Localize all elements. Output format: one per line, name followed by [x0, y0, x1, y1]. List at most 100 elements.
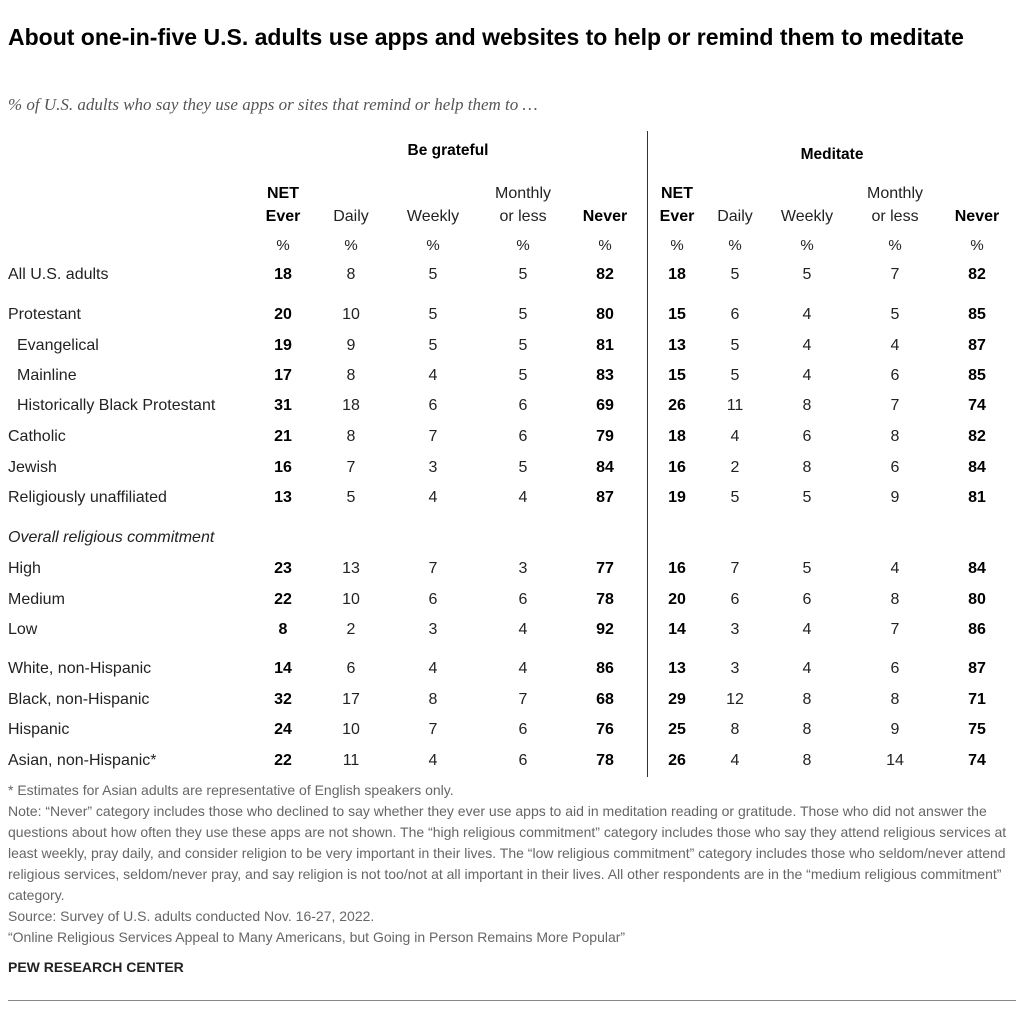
column-header-line: NET	[267, 185, 299, 202]
column-header-grateful-2: Weekly	[388, 205, 478, 228]
row-label: Mainline	[17, 367, 77, 384]
table-cell: 4	[802, 367, 812, 384]
table-cell: 8	[890, 428, 900, 445]
table-cell: 7	[428, 560, 438, 577]
column-header-line: Daily	[333, 208, 369, 225]
table-cell: 69	[596, 397, 614, 414]
table-cell: 4	[518, 660, 528, 677]
table-cell: 74	[968, 752, 986, 769]
table-cell: 8	[802, 397, 812, 414]
row-label: Evangelical	[17, 337, 99, 354]
table-cell: 76	[596, 721, 614, 738]
table-cell: 86	[968, 621, 986, 638]
table-cell: 5	[730, 337, 740, 354]
table-cell: 82	[968, 266, 986, 283]
table-cell: 13	[668, 660, 686, 677]
row-label: Asian, non-Hispanic*	[8, 752, 157, 769]
group-header-be-grateful: Be grateful	[407, 142, 489, 159]
table-cell: 13	[274, 489, 292, 506]
group-header-meditate: Meditate	[800, 146, 864, 163]
table-cell: 3	[428, 621, 438, 638]
table-cell: 25	[668, 721, 686, 738]
column-header-line: Weekly	[780, 208, 834, 225]
table-cell: 19	[668, 489, 686, 506]
table-cell: 78	[596, 591, 614, 608]
table-cell: 17	[274, 367, 292, 384]
column-header-line: Monthly	[494, 185, 552, 202]
table-cell: 5	[518, 337, 528, 354]
table-cell: 14	[274, 660, 292, 677]
table-cell: 8	[278, 621, 288, 638]
percent-unit-label: %	[800, 237, 814, 254]
table-cell: 77	[596, 560, 614, 577]
row-label: Religiously unaffiliated	[8, 489, 167, 506]
table-cell: 13	[668, 337, 686, 354]
table-cell: 22	[274, 591, 292, 608]
column-header-line: NET	[661, 185, 693, 202]
column-header-grateful-0: NET Ever	[238, 182, 328, 228]
table-cell: 82	[596, 266, 614, 283]
table-cell: 4	[518, 489, 528, 506]
table-cell: 86	[596, 660, 614, 677]
table-cell: 7	[428, 428, 438, 445]
table-cell: 80	[596, 306, 614, 323]
percent-unit-label: %	[888, 237, 902, 254]
table-cell: 8	[802, 721, 812, 738]
table-cell: 18	[274, 266, 292, 283]
table-cell: 32	[274, 691, 292, 708]
table-cell: 6	[346, 660, 356, 677]
column-header-grateful-1: Daily	[306, 205, 396, 228]
percent-unit-label: %	[276, 237, 290, 254]
table-cell: 87	[968, 660, 986, 677]
table-cell: 5	[428, 306, 438, 323]
column-header-meditate-1: Daily	[690, 205, 780, 228]
table-cell: 87	[596, 489, 614, 506]
row-label: Protestant	[8, 306, 81, 323]
column-header-meditate-4: Never	[932, 205, 1022, 228]
table-cell: 9	[346, 337, 356, 354]
table-cell: 84	[968, 459, 986, 476]
table-cell: 11	[342, 752, 360, 769]
table-cell: 8	[346, 367, 356, 384]
row-label: Overall religious commitment	[8, 529, 215, 546]
table-cell: 4	[802, 621, 812, 638]
table-cell: 4	[890, 560, 900, 577]
table-cell: 4	[890, 337, 900, 354]
table-cell: 4	[802, 337, 812, 354]
table-cell: 7	[730, 560, 740, 577]
table-cell: 68	[596, 691, 614, 708]
table-cell: 18	[668, 266, 686, 283]
table-cell: 5	[802, 489, 812, 506]
table-cell: 85	[968, 367, 986, 384]
table-cell: 4	[518, 621, 528, 638]
percent-unit-label: %	[516, 237, 530, 254]
table-cell: 20	[274, 306, 292, 323]
table-cell: 5	[802, 266, 812, 283]
table-cell: 29	[668, 691, 686, 708]
table-cell: 5	[428, 337, 438, 354]
table-cell: 6	[518, 428, 528, 445]
table-cell: 5	[730, 489, 740, 506]
table-cell: 13	[342, 560, 360, 577]
table-cell: 92	[596, 621, 614, 638]
report-title: “Online Religious Services Appeal to Man…	[8, 929, 626, 945]
table-cell: 14	[668, 621, 686, 638]
percent-unit-label: %	[598, 237, 612, 254]
column-header-line: or less	[499, 208, 547, 225]
column-header-line: Monthly	[866, 185, 924, 202]
table-cell: 24	[274, 721, 292, 738]
table-cell: 5	[346, 489, 356, 506]
table-cell: 14	[886, 752, 904, 769]
table-cell: 15	[668, 367, 686, 384]
table-cell: 4	[802, 306, 812, 323]
column-header-line: Never	[582, 208, 628, 225]
table-cell: 7	[346, 459, 356, 476]
table-cell: 3	[518, 560, 528, 577]
table-cell: 18	[342, 397, 360, 414]
table-cell: 7	[890, 621, 900, 638]
table-cell: 5	[518, 459, 528, 476]
table-cell: 19	[274, 337, 292, 354]
column-header-line: Weekly	[406, 208, 460, 225]
table-cell: 5	[428, 266, 438, 283]
table-cell: 83	[596, 367, 614, 384]
